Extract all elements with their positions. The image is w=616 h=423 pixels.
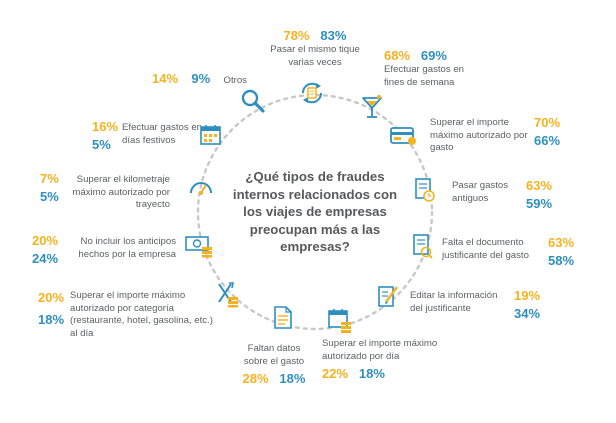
calendar-money-icon [328, 309, 351, 333]
item-faltan-datos: Faltan datos sobre el gasto 28% 18% [224, 343, 324, 387]
speedometer-icon [190, 182, 212, 195]
item-falta-documento-pcts: 63% 58% [548, 234, 574, 270]
pct-yellow: 22% [322, 366, 349, 381]
pct-yellow: 7% [40, 171, 59, 186]
item-otros: 14% 9% Otros [152, 70, 247, 88]
item-kilometraje-pcts: 7% 5% [40, 170, 59, 206]
old-receipt-icon [415, 178, 435, 202]
credit-card-icon [390, 127, 416, 145]
pct-blue: 18% [38, 312, 65, 327]
item-importe-categoria-label-wrap: Superar el importe máximo autorizado por… [70, 290, 220, 340]
calendar-icon [200, 125, 221, 145]
item-importe-categoria-pcts: 20% 18% [38, 287, 64, 331]
item-editar-info-pcts: 19% 34% [514, 287, 540, 323]
pct-blue: 5% [40, 189, 59, 204]
pct-yellow: 19% [514, 288, 541, 303]
item-label: Efectuar gastos en fines de semana [384, 64, 464, 88]
item-kilometraje-label-wrap: Superar el kilometraje máximo autorizado… [62, 174, 170, 212]
pct-blue: 83% [320, 28, 347, 43]
pct-blue: 9% [191, 71, 211, 86]
pct-yellow: 68% [384, 48, 411, 63]
item-label: No incluir los anticipos hechos por la e… [78, 236, 176, 260]
pct-yellow: 20% [32, 233, 59, 248]
magnifier-icon [241, 89, 265, 113]
item-falta-documento-label-wrap: Falta el documento justificante del gast… [442, 237, 542, 262]
item-label: Efectuar gastos en días festivos [122, 122, 202, 146]
pct-blue: 18% [279, 371, 306, 386]
document-lines-icon [274, 306, 292, 329]
pct-yellow: 14% [152, 71, 179, 86]
item-gastos-antiguos-pcts: 63% 59% [526, 177, 552, 213]
pct-blue: 69% [420, 48, 447, 63]
pct-yellow: 70% [534, 115, 561, 130]
item-label: Faltan datos sobre el gasto [243, 343, 305, 367]
pct-blue: 34% [514, 306, 541, 321]
center-question: ¿Qué tipos de fraudes internos relaciona… [232, 169, 398, 254]
item-importe-gasto-pcts: 70% 66% [534, 114, 560, 150]
pct-yellow: 63% [526, 178, 553, 193]
item-label: Pasar gastos antiguos [452, 180, 508, 204]
cocktail-icon [362, 95, 382, 118]
pct-yellow: 16% [92, 119, 119, 134]
pct-yellow: 28% [242, 371, 269, 386]
edit-document-icon [378, 286, 398, 307]
item-label: Superar el importe máximo autorizado por… [322, 338, 438, 362]
item-editar-info-label-wrap: Editar la información del justificante [410, 290, 510, 315]
item-fines-semana: 68% 69% Efectuar gastos en fines de sema… [384, 48, 494, 89]
pct-blue: 58% [548, 253, 575, 268]
item-dias-festivos-pcts: 16% 5% [92, 118, 118, 154]
pct-yellow: 63% [548, 235, 575, 250]
banknote-icon [185, 236, 212, 258]
pct-blue: 18% [358, 366, 385, 381]
item-anticipos-pcts: 20% 24% [32, 232, 58, 268]
item-label: Superar el kilometraje máximo autorizado… [72, 174, 170, 210]
pct-blue: 59% [526, 196, 553, 211]
pct-yellow: 78% [283, 28, 310, 43]
item-label: Editar la información del justificante [410, 290, 498, 314]
item-label: Superar el importe máximo autorizado por… [70, 290, 213, 339]
pct-blue: 66% [534, 133, 561, 148]
refresh-receipt-icon [301, 82, 323, 104]
item-label: Otros [223, 75, 247, 86]
item-mismo-tique: 78% 83% Pasar el mismo tique varias vece… [262, 28, 368, 69]
pct-yellow: 20% [38, 290, 65, 305]
item-importe-gasto-label-wrap: Superar el importe máximo autorizado por… [430, 117, 534, 155]
item-anticipos-label-wrap: No incluir los anticipos hechos por la e… [70, 236, 176, 261]
pct-blue: 5% [92, 137, 111, 152]
item-label: Superar el importe máximo autorizado por… [430, 117, 528, 153]
item-gastos-antiguos-label-wrap: Pasar gastos antiguos [452, 180, 516, 205]
item-dias-festivos-label-wrap: Efectuar gastos en días festivos [122, 122, 202, 147]
pct-blue: 24% [32, 251, 59, 266]
item-importe-dia: Superar el importe máximo autorizado por… [322, 338, 452, 382]
fork-knife-coins-icon [218, 282, 238, 308]
item-label: Pasar el mismo tique varias veces [270, 44, 360, 68]
missing-document-icon [413, 234, 433, 259]
item-label: Falta el documento justificante del gast… [442, 237, 529, 261]
